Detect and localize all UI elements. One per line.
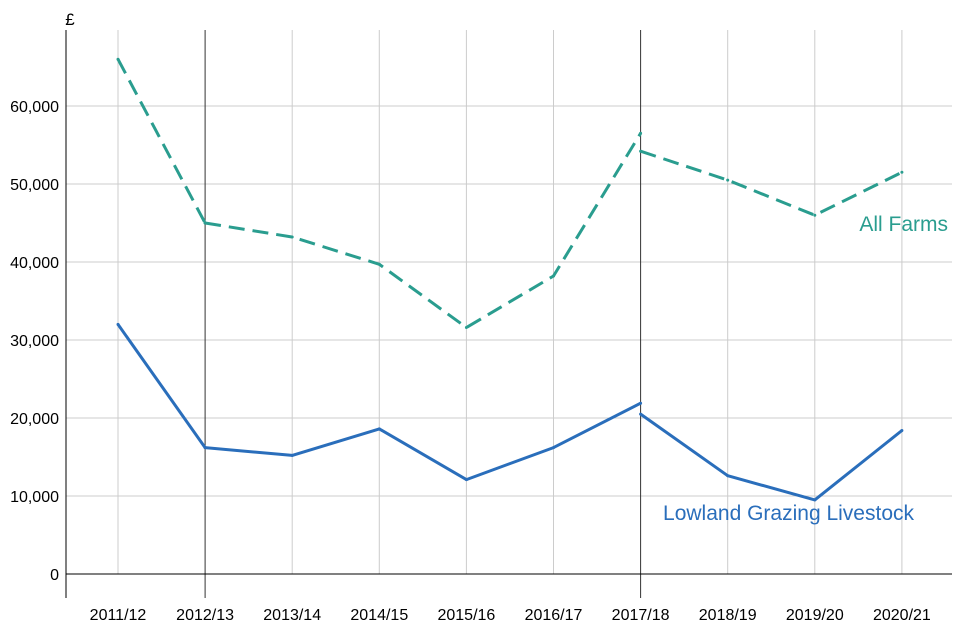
x-tick-labels: 2011/12 2012/13 2013/14 2014/15 2015/16 2016/… — [90, 607, 931, 624]
data-point-lowland-grazing-livestock — [377, 427, 381, 431]
data-point-all-farms — [639, 149, 643, 153]
grid — [66, 30, 952, 574]
series-line-lowland-grazing-livestock — [204, 401, 642, 482]
series-line-lowland-grazing-livestock — [639, 412, 903, 502]
data-point-all-farms — [813, 213, 817, 217]
x-tick-label: 2019/20 — [786, 607, 844, 624]
data-point-lowland-grazing-livestock — [639, 412, 643, 416]
data-point-lowland-grazing-livestock — [203, 446, 207, 450]
y-axis-unit-label: £ — [65, 10, 75, 29]
data-point-all-farms — [552, 274, 555, 278]
data-point-lowland-grazing-livestock — [116, 322, 120, 326]
y-tick-label: 30,000 — [10, 333, 59, 350]
data-point-all-farms — [464, 326, 468, 329]
x-tick-label: 2014/15 — [350, 607, 408, 624]
x-tick-label: 2015/16 — [437, 607, 495, 624]
y-tick-label: 40,000 — [10, 255, 59, 272]
series-label-lowland-grazing-livestock: Lowland Grazing Livestock — [663, 502, 914, 525]
axes: £ — [65, 10, 952, 598]
data-point-lowland-grazing-livestock — [552, 446, 555, 450]
series-line-lowland-grazing-livestock — [116, 323, 207, 449]
data-point-lowland-grazing-livestock — [813, 498, 817, 502]
series-line-all-farms — [640, 149, 903, 217]
data-point-all-farms — [116, 57, 120, 61]
data-point-all-farms — [900, 170, 904, 174]
series-labels: All Farms Lowland Grazing Livestock — [663, 213, 948, 525]
y-tick-label: 10,000 — [10, 489, 59, 506]
data-point-all-farms — [377, 262, 381, 266]
data-point-lowland-grazing-livestock — [639, 401, 643, 405]
data-point-all-farms — [726, 178, 730, 182]
data-point-all-farms — [290, 235, 294, 239]
data-point-lowland-grazing-livestock — [464, 478, 468, 482]
x-tick-label: 2017/18 — [612, 607, 670, 624]
data-point-all-farms — [639, 131, 643, 135]
x-tick-label: 2011/12 — [90, 607, 147, 624]
y-tick-label: 20,000 — [10, 411, 59, 428]
y-tick-label: 0 — [50, 567, 59, 584]
x-tick-label: 2020/21 — [873, 607, 931, 624]
series-lines — [116, 57, 904, 502]
series-line-all-farms — [116, 58, 207, 224]
data-point-lowland-grazing-livestock — [290, 453, 294, 457]
x-tick-label: 2012/13 — [176, 607, 234, 624]
x-tick-label: 2016/17 — [525, 607, 583, 624]
y-tick-labels: 0 10,000 20,000 30,000 40,000 50,000 60,000 — [10, 99, 59, 584]
y-tick-label: 60,000 — [10, 99, 59, 116]
series-break-markers — [204, 30, 642, 598]
y-tick-label: 50,000 — [10, 177, 59, 194]
x-tick-label: 2013/14 — [263, 607, 321, 624]
x-tick-label: 2018/19 — [699, 607, 757, 624]
series-label-all-farms: All Farms — [859, 213, 948, 236]
data-point-all-farms — [203, 221, 207, 225]
data-point-lowland-grazing-livestock — [726, 474, 730, 478]
series-line-all-farms — [204, 132, 642, 329]
data-point-lowland-grazing-livestock — [900, 429, 904, 432]
